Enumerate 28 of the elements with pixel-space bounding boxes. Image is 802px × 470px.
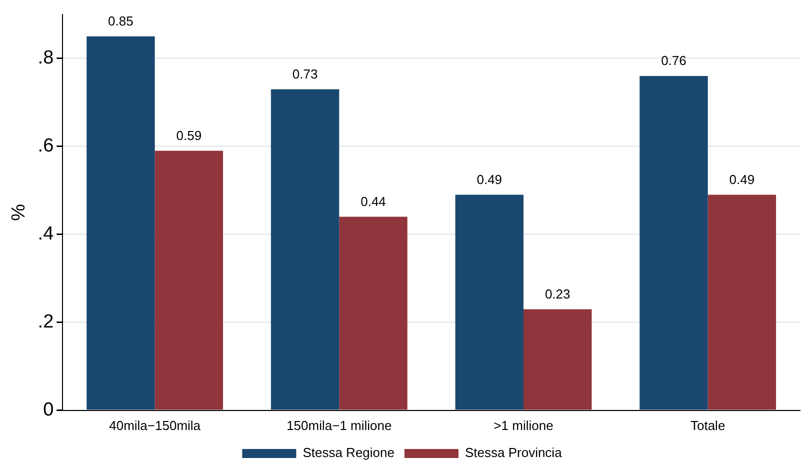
data-label: 0.85 — [108, 13, 134, 28]
data-label: 0.49 — [476, 172, 502, 187]
bar — [523, 309, 592, 410]
legend-label: Stessa Provincia — [464, 445, 563, 460]
x-tick-label: 150mila−1 milione — [286, 418, 392, 433]
x-tick-label: Totale — [690, 418, 726, 433]
y-tick-label: .8 — [38, 48, 54, 69]
y-tick-label: 0 — [43, 400, 54, 421]
y-tick-label: .6 — [38, 136, 54, 157]
legend-label: Stessa Regione — [302, 445, 394, 460]
bar — [339, 216, 408, 410]
y-axis-title: % — [8, 204, 30, 221]
bar — [640, 76, 708, 410]
data-label: 0.23 — [544, 286, 570, 302]
bar — [455, 194, 524, 410]
data-label: 0.49 — [729, 172, 755, 187]
bar — [154, 150, 224, 410]
bar — [270, 89, 340, 410]
data-label: 0.76 — [661, 53, 686, 68]
x-tick-label: >1 milione — [494, 418, 554, 433]
y-tick-label: .4 — [38, 224, 54, 245]
data-label: 0.44 — [360, 194, 386, 209]
data-label: 0.59 — [176, 128, 202, 143]
data-label: 0.73 — [292, 66, 318, 82]
x-tick-label: 40mila−150mila — [109, 418, 202, 433]
bar — [708, 194, 776, 410]
y-tick-label: .2 — [38, 312, 54, 333]
bar — [86, 36, 155, 410]
